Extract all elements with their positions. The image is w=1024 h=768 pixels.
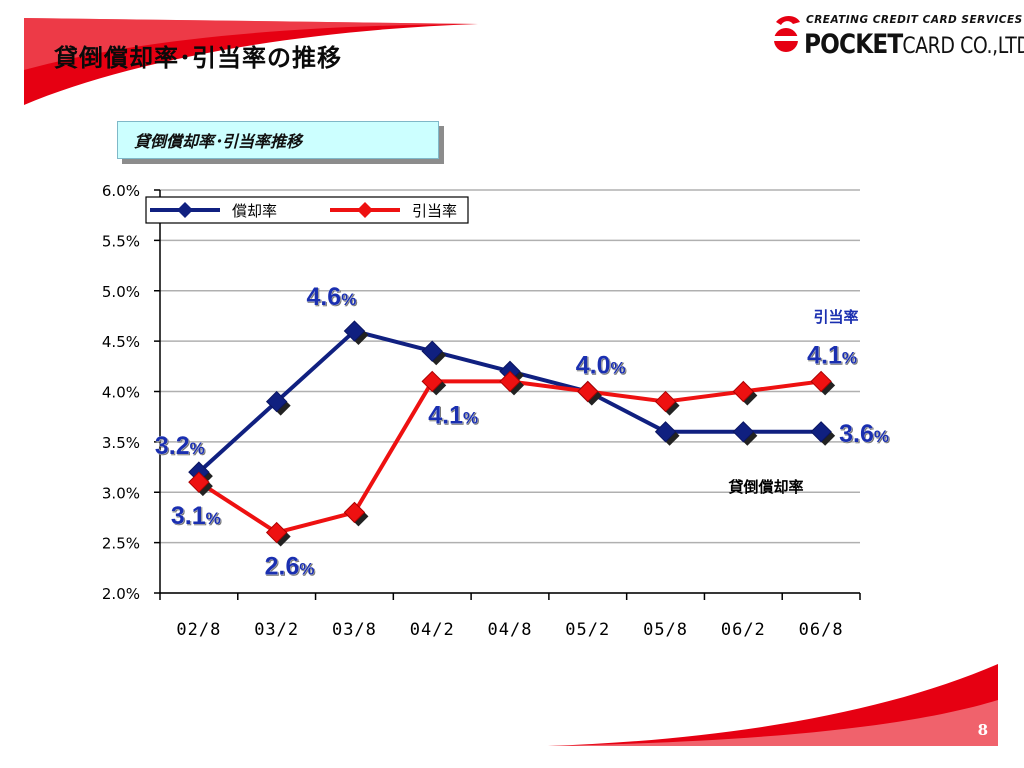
y-tick-label: 2.0% [102,585,140,603]
brand-tagline: CREATING CREDIT CARD SERVICES [806,14,1023,26]
x-tick-label: 06/2 [721,620,766,640]
data-label: 4.0% [576,352,626,380]
x-tick-label: 02/8 [176,620,221,640]
data-label-value: 4.0 [576,352,611,380]
brand-logo-mark [773,16,803,52]
x-tick-labels: 02/8 03/2 03/8 04/2 04/8 05/2 05/8 06/2 06/8 [159,593,861,640]
series-line [197,329,822,474]
data-labels: 3.2%3.1%2.6%4.6%4.1%4.0% 4.1%3.6% [155,283,890,581]
data-point [265,390,288,413]
data-point [188,471,210,493]
data-label-value: 4.1 [807,341,842,369]
x-tick-label: 04/8 [488,620,533,640]
series-annotation: 貸倒償却率 [728,478,803,496]
data-point [265,521,288,544]
legend-swatch-marker [177,202,193,218]
legend-swatch-marker [357,202,373,218]
data-point [810,421,832,443]
y-tick-label: 3.0% [102,484,140,502]
x-tick-label: 06/8 [799,620,844,640]
x-tick-label: 03/2 [254,620,299,640]
data-point [654,421,677,443]
data-label-value: 3.6 [839,420,874,448]
data-label-unit: % [874,427,889,446]
brand-name-bold: POCKET [804,29,903,60]
data-point [654,390,677,413]
y-tick-label: 3.5% [102,434,140,452]
brand-name-rest: CARD CO.,LTD. [902,34,1024,59]
data-point [421,340,443,362]
y-tick-labels: 2.0% 2.5% 3.0% 3.5% 4.0% 4.5% 5.0% 5.5% 6.0% [102,182,160,603]
data-label: 3.6% [839,420,889,448]
data-label: 2.6% [265,553,315,581]
x-tick-label: 05/8 [643,620,688,640]
data-label-unit: % [190,439,205,458]
x-tick-label: 04/2 [410,620,455,640]
data-label-unit: % [611,359,626,378]
data-label-unit: % [463,408,478,427]
line-chart: 2.0% 2.5% 3.0% 3.5% 4.0% 4.5% 5.0% 5.5% 6.0% 02/8… [102,182,889,640]
series-allowance-rate [188,370,836,547]
y-tick-label: 2.5% [102,535,140,553]
footer-swoosh [548,664,998,746]
data-point [732,380,755,403]
data-point [421,370,443,393]
data-label-unit: % [842,348,857,367]
x-tick-label: 03/8 [332,620,377,640]
y-tick-label: 4.5% [102,333,140,351]
data-label: 4.1% [807,341,857,369]
data-label: 3.2% [155,432,205,460]
data-point [732,421,755,443]
legend-label: 引当率 [412,202,457,220]
data-label-unit: % [206,509,221,528]
data-label-value: 2.6 [265,553,300,581]
data-label: 4.1% [428,401,478,429]
data-label-value: 3.2 [155,432,190,460]
legend: 償却率 引当率 [145,196,469,224]
chart-caption: 貸倒償却率･引当率推移 [117,121,439,159]
brand-logo: POCKETCARD CO.,LTD. [804,29,1024,60]
data-point [810,370,832,393]
data-point [577,380,599,403]
data-label-value: 4.1 [428,401,463,429]
series-line [197,379,822,535]
x-tick-label: 05/2 [565,620,610,640]
data-label-value: 3.1 [171,502,206,530]
y-tick-label: 4.0% [102,384,140,402]
data-label-unit: % [299,560,314,579]
header-swoosh [24,18,478,105]
data-label: 4.6% [306,283,356,311]
data-point [343,501,366,524]
data-label-value: 4.6 [306,283,341,311]
y-tick-label: 5.0% [102,283,140,301]
data-point [499,370,521,393]
data-label-unit: % [341,290,356,309]
series-writeoff-rate [188,320,836,487]
slide-title: 貸倒償却率･引当率の推移 [54,44,342,72]
y-tick-label: 5.5% [102,232,140,250]
series-annotation: 引当率 [813,308,858,326]
page-number: 8 [977,721,988,739]
data-label: 3.1% [171,502,221,530]
data-point [343,320,366,342]
y-tick-label: 6.0% [102,182,140,200]
legend-label: 償却率 [232,202,277,220]
